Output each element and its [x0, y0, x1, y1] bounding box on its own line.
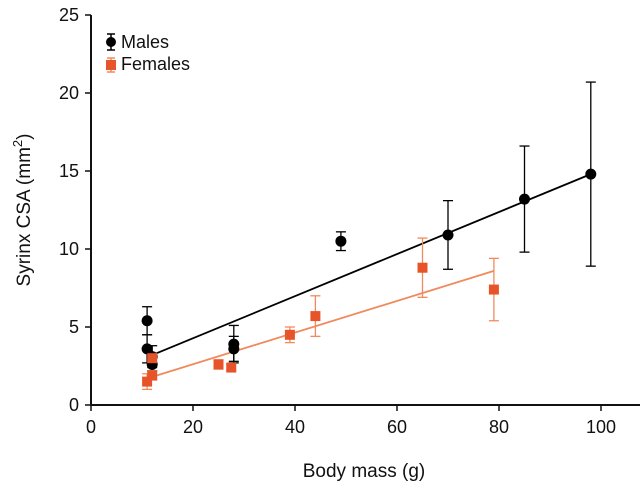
- y-tick-label: 5: [69, 317, 79, 337]
- x-tick-label: 20: [183, 417, 203, 437]
- legend-females-marker: [106, 60, 116, 70]
- y-tick-label: 10: [59, 239, 79, 259]
- legend-males-marker: [106, 37, 116, 47]
- error-bars: [142, 81, 596, 391]
- y-tick-label: 15: [59, 161, 79, 181]
- females-point: [147, 353, 158, 364]
- males-point: [141, 315, 153, 327]
- data-markers: [141, 168, 597, 387]
- males-point: [442, 229, 454, 241]
- males-point: [141, 343, 153, 355]
- males-point: [585, 168, 597, 180]
- y-axis-title-end: ): [14, 134, 35, 140]
- females-point: [488, 284, 499, 295]
- males-point: [335, 235, 347, 247]
- females-point: [417, 262, 428, 273]
- females-point: [284, 329, 295, 340]
- females-point: [142, 376, 153, 387]
- females-point: [310, 311, 321, 322]
- x-tick-label: 80: [489, 417, 509, 437]
- females-point: [213, 359, 224, 370]
- males-fit-line: [151, 173, 592, 356]
- y-axis-title: Syrinx CSA (mm2): [10, 134, 35, 287]
- y-ticks: 0 5 10 15 20 25: [59, 5, 91, 415]
- y-tick-label: 20: [59, 83, 79, 103]
- x-tick-label: 0: [86, 417, 96, 437]
- legend-males-label: Males: [121, 32, 169, 52]
- males-point: [519, 193, 530, 205]
- fit-lines: [146, 173, 592, 380]
- y-axis-title-main: Syrinx CSA (mm: [14, 147, 35, 286]
- males-point: [228, 343, 240, 355]
- y-tick-label: 0: [69, 395, 79, 415]
- x-tick-label: 60: [387, 417, 407, 437]
- females-point: [226, 362, 237, 373]
- x-tick-label: 100: [586, 417, 616, 437]
- legend: Males Females: [106, 32, 190, 74]
- females-fit-line: [146, 269, 495, 380]
- y-tick-label: 25: [59, 5, 79, 25]
- x-ticks: 0 20 40 60 80 100: [86, 405, 616, 437]
- legend-females-label: Females: [121, 54, 190, 74]
- x-axis-title: Body mass (g): [303, 461, 425, 482]
- x-tick-label: 40: [285, 417, 305, 437]
- females-point: [147, 370, 158, 381]
- y-axis-title-sup: 2: [10, 140, 25, 147]
